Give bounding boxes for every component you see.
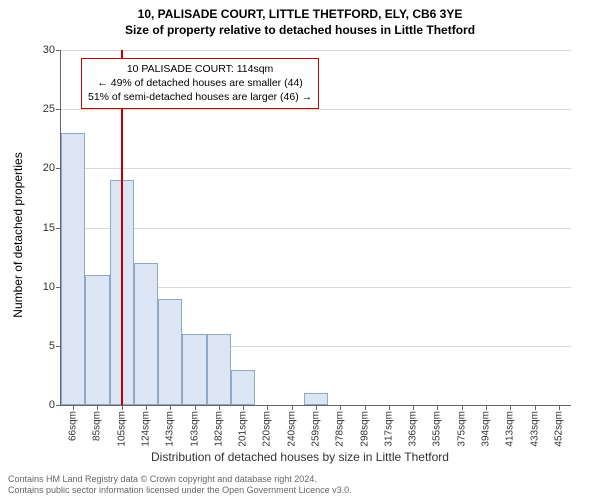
x-tick-label: 336sqm xyxy=(408,411,419,447)
histogram-bar xyxy=(61,133,85,405)
x-tick-mark xyxy=(340,405,341,410)
x-tick-label: 163sqm xyxy=(189,411,200,447)
y-tick-label: 10 xyxy=(43,281,55,293)
x-tick-label: 394sqm xyxy=(481,411,492,447)
y-axis-title-wrap: Number of detached properties xyxy=(18,50,30,405)
footer-attribution: Contains HM Land Registry data © Crown c… xyxy=(8,474,352,497)
histogram-bar xyxy=(207,334,231,405)
x-tick-mark xyxy=(559,405,560,410)
x-tick-label: 278sqm xyxy=(335,411,346,447)
x-tick-label: 240sqm xyxy=(286,411,297,447)
x-tick-label: 85sqm xyxy=(92,411,103,441)
x-axis-title: Distribution of detached houses by size … xyxy=(0,450,600,464)
x-tick-mark xyxy=(97,405,98,410)
y-tick-mark xyxy=(56,109,61,110)
histogram-bar xyxy=(231,370,255,406)
x-tick-mark xyxy=(462,405,463,410)
x-tick-label: 413sqm xyxy=(505,411,516,447)
x-tick-mark xyxy=(535,405,536,410)
chart-title: 10, PALISADE COURT, LITTLE THETFORD, ELY… xyxy=(0,0,600,38)
x-tick-label: 105sqm xyxy=(116,411,127,447)
y-tick-mark xyxy=(56,50,61,51)
x-tick-mark xyxy=(510,405,511,410)
histogram-bar xyxy=(134,263,158,405)
x-tick-mark xyxy=(243,405,244,410)
chart-plot-area: 05101520253066sqm85sqm105sqm124sqm143sqm… xyxy=(60,50,571,406)
footer-line-2: Contains public sector information licen… xyxy=(8,485,352,496)
x-tick-mark xyxy=(365,405,366,410)
x-tick-mark xyxy=(413,405,414,410)
y-tick-label: 5 xyxy=(49,340,55,352)
y-tick-label: 15 xyxy=(43,222,55,234)
x-tick-label: 298sqm xyxy=(359,411,370,447)
x-tick-label: 259sqm xyxy=(311,411,322,447)
histogram-bar xyxy=(158,299,182,406)
histogram-bar xyxy=(304,393,328,405)
x-tick-label: 220sqm xyxy=(262,411,273,447)
y-tick-label: 20 xyxy=(43,162,55,174)
x-tick-label: 124sqm xyxy=(141,411,152,447)
y-axis-title: Number of detached properties xyxy=(11,152,25,317)
title-line-1: 10, PALISADE COURT, LITTLE THETFORD, ELY… xyxy=(0,6,600,22)
x-tick-mark xyxy=(195,405,196,410)
y-tick-label: 25 xyxy=(43,103,55,115)
x-tick-mark xyxy=(170,405,171,410)
y-gridline xyxy=(61,50,571,51)
x-tick-label: 66sqm xyxy=(68,411,79,441)
annotation-line-1: 10 PALISADE COURT: 114sqm xyxy=(88,62,312,76)
histogram-bar xyxy=(182,334,206,405)
x-tick-mark xyxy=(486,405,487,410)
x-tick-mark xyxy=(389,405,390,410)
histogram-bar xyxy=(85,275,109,405)
title-line-2: Size of property relative to detached ho… xyxy=(0,22,600,38)
x-tick-label: 355sqm xyxy=(432,411,443,447)
y-tick-mark xyxy=(56,405,61,406)
annotation-line-3: 51% of semi-detached houses are larger (… xyxy=(88,90,312,104)
x-tick-label: 375sqm xyxy=(456,411,467,447)
y-gridline xyxy=(61,109,571,110)
annotation-callout: 10 PALISADE COURT: 114sqm ← 49% of detac… xyxy=(81,58,319,109)
x-tick-mark xyxy=(267,405,268,410)
y-tick-label: 0 xyxy=(49,399,55,411)
x-tick-mark xyxy=(73,405,74,410)
x-tick-mark xyxy=(146,405,147,410)
x-tick-mark xyxy=(292,405,293,410)
x-tick-label: 317sqm xyxy=(383,411,394,447)
x-tick-label: 433sqm xyxy=(529,411,540,447)
x-tick-label: 182sqm xyxy=(213,411,224,447)
annotation-line-2: ← 49% of detached houses are smaller (44… xyxy=(88,76,312,90)
y-gridline xyxy=(61,228,571,229)
x-tick-mark xyxy=(219,405,220,410)
y-tick-label: 30 xyxy=(43,44,55,56)
x-tick-label: 452sqm xyxy=(553,411,564,447)
x-tick-label: 201sqm xyxy=(238,411,249,447)
x-tick-mark xyxy=(437,405,438,410)
footer-line-1: Contains HM Land Registry data © Crown c… xyxy=(8,474,352,485)
x-tick-mark xyxy=(316,405,317,410)
y-gridline xyxy=(61,168,571,169)
x-tick-label: 143sqm xyxy=(165,411,176,447)
x-tick-mark xyxy=(122,405,123,410)
